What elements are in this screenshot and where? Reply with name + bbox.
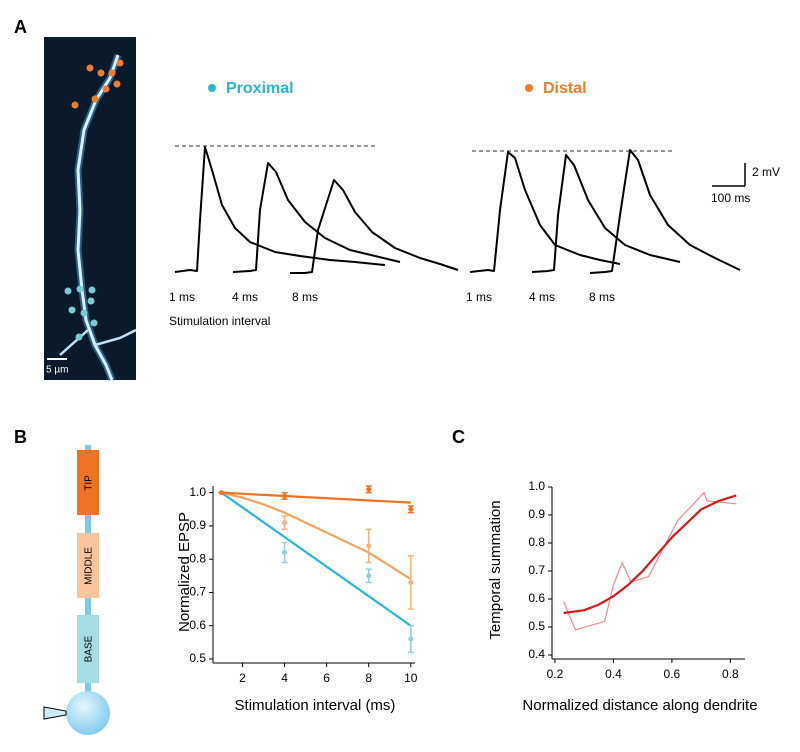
y-tick-label: 0.8 — [189, 551, 206, 565]
y-tick-label: 0.6 — [189, 618, 206, 632]
y-tick-label: 0.6 — [528, 591, 545, 605]
legend-dot — [208, 84, 216, 92]
x-tick-label: 0.6 — [664, 667, 681, 681]
data-point — [366, 486, 372, 492]
y-axis-label: Temporal summation — [487, 500, 504, 639]
interval-label: 1 ms — [169, 290, 195, 304]
y-tick-label: 1.0 — [528, 479, 545, 493]
data-point — [408, 579, 414, 585]
panel-label: A — [14, 17, 27, 37]
y-tick-label: 0.8 — [528, 535, 545, 549]
panel-label: B — [14, 427, 27, 447]
y-tick-label: 0.7 — [528, 563, 545, 577]
fit-line — [221, 491, 412, 581]
y-tick-label: 0.9 — [528, 507, 545, 521]
data-point — [282, 520, 288, 526]
segment-label: MIDDLE — [84, 547, 95, 585]
legend-label: Proximal — [226, 80, 294, 97]
y-tick-label: 0.5 — [189, 651, 206, 665]
data-point — [282, 493, 288, 499]
x-tick-label: 4 — [281, 671, 288, 685]
segment-label: TIP — [84, 475, 95, 491]
y-axis-label: Normalized EPSP — [176, 512, 193, 632]
data-point — [282, 550, 288, 556]
neuron-schematic — [43, 445, 110, 735]
scale-bar-label: 100 ms — [711, 191, 750, 205]
fit-line — [563, 494, 737, 615]
y-tick-label: 0.9 — [189, 518, 206, 532]
x-axis-label: Normalized distance along dendrite — [522, 697, 757, 714]
interval-label: 8 ms — [292, 290, 318, 304]
x-tick-label: 6 — [323, 671, 330, 685]
segment-label: BASE — [84, 635, 95, 662]
y-tick-label: 0.5 — [528, 619, 545, 633]
data-point — [408, 506, 414, 512]
y-tick-label: 0.4 — [528, 647, 545, 661]
x-tick-label: 0.4 — [605, 667, 622, 681]
x-tick-label: 2 — [239, 671, 246, 685]
fit-line — [220, 491, 412, 627]
micrograph: 5 µm — [44, 37, 137, 382]
x-tick-label: 10 — [404, 671, 418, 685]
x-tick-label: 8 — [365, 671, 372, 685]
data-point — [218, 490, 224, 496]
legend-label: Distal — [543, 80, 587, 97]
x-tick-label: 0.2 — [547, 667, 564, 681]
fit-line — [221, 491, 411, 504]
scale-bar-label: 5 µm — [46, 365, 68, 376]
traces — [174, 145, 746, 274]
interval-title: Stimulation interval — [169, 314, 270, 328]
interval-label: 1 ms — [466, 290, 492, 304]
scale-bar-label: 2 mV — [752, 165, 780, 179]
legend-dot — [525, 84, 533, 92]
interval-label: 8 ms — [589, 290, 615, 304]
interval-label: 4 ms — [529, 290, 555, 304]
data-point — [366, 543, 372, 549]
panel-label: C — [452, 427, 465, 447]
x-tick-label: 0.8 — [722, 667, 739, 681]
x-axis-label: Stimulation interval (ms) — [235, 697, 396, 714]
data-point — [366, 573, 372, 579]
data-point — [408, 636, 414, 642]
interval-label: 4 ms — [232, 290, 258, 304]
y-tick-label: 0.7 — [189, 585, 206, 599]
y-tick-label: 1.0 — [189, 485, 206, 499]
